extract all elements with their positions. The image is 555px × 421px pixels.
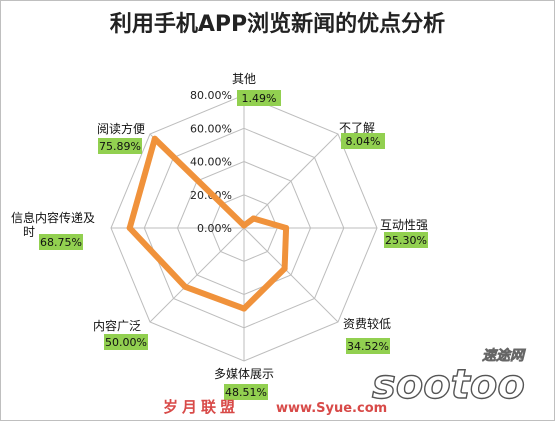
value-label-bg bbox=[104, 334, 148, 350]
data-point bbox=[151, 135, 158, 142]
value-label: 75.89% bbox=[99, 140, 141, 153]
data-point bbox=[250, 215, 257, 222]
chart-title: 利用手机APP浏览新闻的优点分析 bbox=[109, 12, 446, 37]
data-point bbox=[281, 265, 288, 272]
category-label: 资费较低 bbox=[343, 316, 391, 331]
tick-label: 60.00% bbox=[190, 122, 232, 135]
watermarks: 岁月联盟 www.Syue.com 速途网 sootoo bbox=[163, 347, 526, 416]
watermark-logo: sootoo bbox=[372, 362, 525, 408]
category-label-line2: 时 bbox=[23, 225, 35, 239]
value-label: 48.51% bbox=[225, 386, 267, 399]
value-label-bg bbox=[384, 232, 428, 248]
radial-ticks: 0.00%20.00%40.00%60.00%80.00% bbox=[190, 89, 232, 235]
value-label: 68.75% bbox=[40, 236, 82, 249]
grid-spoke bbox=[243, 133, 339, 229]
radar-series bbox=[126, 135, 290, 312]
value-label: 50.00% bbox=[105, 336, 147, 349]
value-label-bg bbox=[224, 384, 268, 400]
category-label: 信息内容传递及 bbox=[11, 210, 95, 225]
category-label: 阅读方便 bbox=[97, 121, 145, 136]
category-label: 内容广泛 bbox=[93, 318, 141, 333]
watermark-logo-cn: 速途网 bbox=[482, 347, 526, 364]
category-label: 其他 bbox=[232, 72, 256, 86]
data-point bbox=[182, 283, 189, 290]
category-label: 多媒体展示 bbox=[214, 367, 274, 381]
value-label-bg bbox=[346, 338, 390, 354]
value-label-bg bbox=[98, 138, 142, 154]
value-label: 1.49% bbox=[242, 92, 277, 105]
tick-label: 0.00% bbox=[197, 222, 232, 235]
grid-spoke bbox=[149, 227, 245, 323]
value-label: 25.30% bbox=[385, 234, 427, 247]
data-point bbox=[241, 222, 247, 229]
value-label-bg bbox=[237, 90, 281, 106]
value-label: 8.04% bbox=[346, 135, 381, 148]
category-label: 不了解 bbox=[339, 121, 375, 135]
tick-label: 80.00% bbox=[190, 89, 232, 102]
watermark-site-url: www.Syue.com bbox=[276, 401, 387, 416]
data-point bbox=[126, 225, 133, 231]
value-label-bg bbox=[39, 234, 83, 250]
radar-grid bbox=[110, 94, 378, 362]
category-label: 互动性强 bbox=[380, 218, 428, 232]
data-point bbox=[241, 305, 247, 312]
watermark-site-cn: 岁月联盟 bbox=[163, 398, 239, 416]
grid-spoke bbox=[243, 227, 339, 323]
tick-label: 40.00% bbox=[190, 156, 232, 169]
data-point bbox=[283, 225, 290, 231]
value-label-bg bbox=[341, 133, 385, 149]
value-label: 34.52% bbox=[347, 340, 389, 353]
